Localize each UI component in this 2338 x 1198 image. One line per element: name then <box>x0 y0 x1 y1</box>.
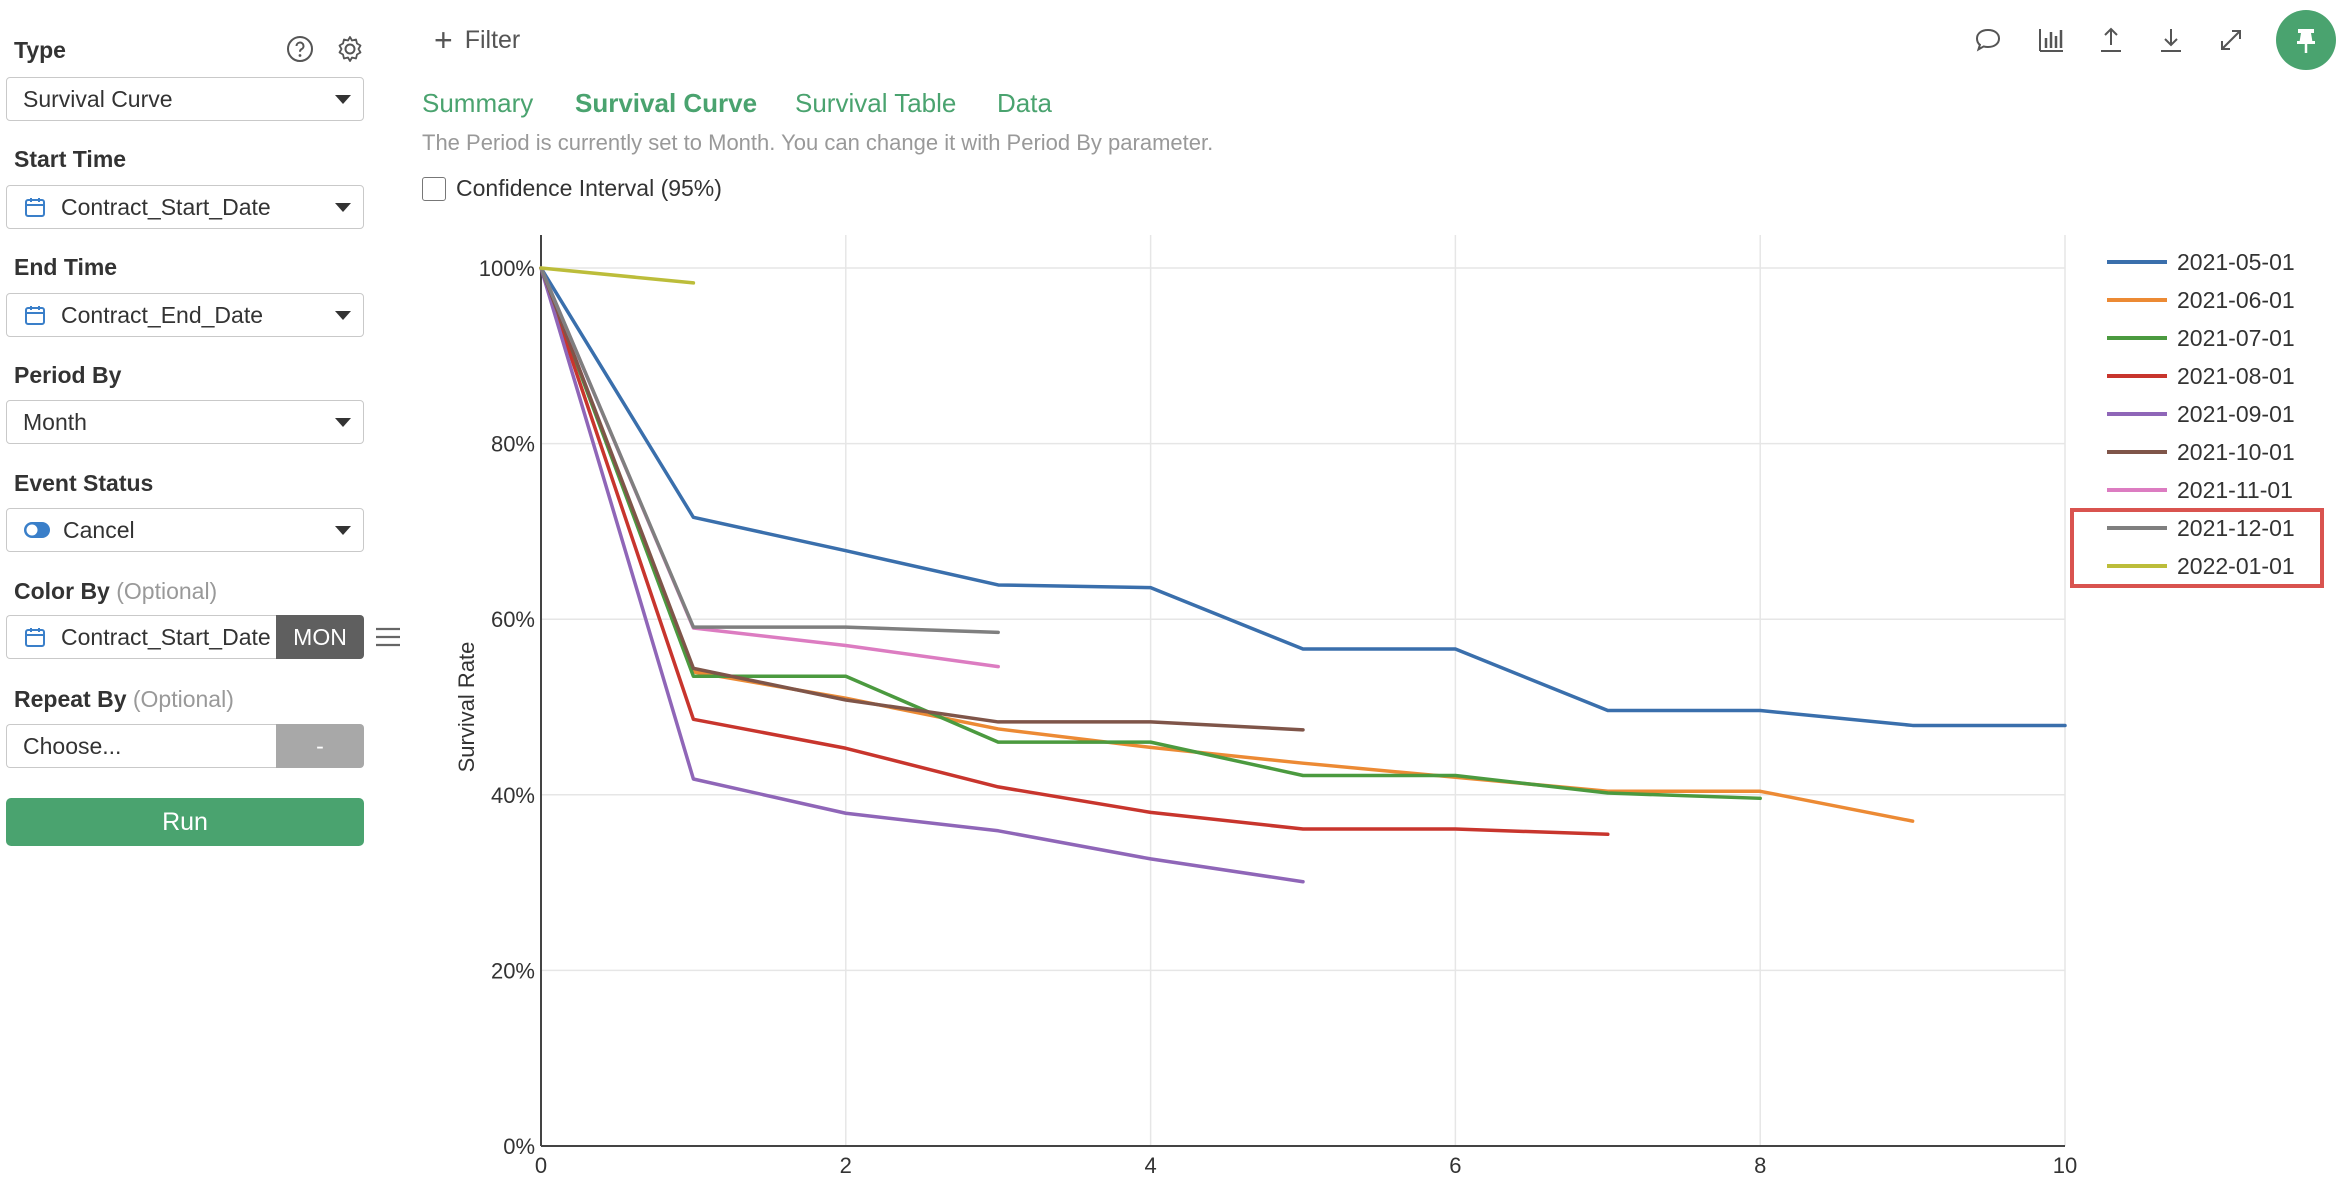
type-select[interactable]: Survival Curve <box>6 77 364 121</box>
end-time-select[interactable]: Contract_End_Date <box>6 293 364 337</box>
tab-summary[interactable]: Summary <box>422 88 534 118</box>
event-status-label: Event Status <box>14 470 154 496</box>
repeat-by-control: Choose... - <box>6 724 364 768</box>
chevron-down-icon <box>335 525 351 535</box>
series-line <box>539 266 1305 884</box>
tab-data[interactable]: Data <box>997 88 1052 118</box>
color-by-optional: (Optional) <box>116 578 218 604</box>
tab-survival-curve[interactable]: Survival Curve <box>575 88 758 118</box>
chevron-down-icon <box>335 202 351 212</box>
download-icon[interactable] <box>2155 24 2187 56</box>
legend-label: 2021-12-01 <box>2177 515 2295 541</box>
confidence-interval-checkbox[interactable] <box>422 176 446 201</box>
filter-label: Filter <box>464 25 521 54</box>
upload-icon[interactable] <box>2095 24 2127 56</box>
x-tick-label: 10 <box>2053 1153 2077 1178</box>
x-tick-label: 0 <box>535 1153 547 1178</box>
confidence-interval-option[interactable]: Confidence Interval (95%) <box>422 175 722 202</box>
plus-icon: + <box>434 22 453 58</box>
filter-button[interactable]: + Filter <box>434 24 520 56</box>
type-label: Type <box>14 37 66 63</box>
x-tick-label: 8 <box>1754 1153 1766 1178</box>
y-axis-label: Survival Rate <box>454 642 479 773</box>
repeat-by-label-text: Repeat By <box>14 686 127 712</box>
y-tick-label: 20% <box>491 958 535 983</box>
series-line <box>539 266 696 285</box>
color-by-label-text: Color By <box>14 578 110 604</box>
legend-label: 2021-07-01 <box>2177 325 2295 351</box>
gear-icon[interactable] <box>334 33 366 65</box>
pin-icon <box>2297 29 2315 53</box>
series-line <box>539 266 1305 732</box>
legend-label: 2021-09-01 <box>2177 401 2295 427</box>
repeat-by-optional: (Optional) <box>132 686 234 712</box>
sidebar: Type Survival Curve Start Time Contract_… <box>0 0 410 1198</box>
period-by-label: Period By <box>14 362 122 388</box>
y-tick-label: 0% <box>503 1134 535 1159</box>
legend-label: 2021-10-01 <box>2177 439 2295 465</box>
series-line <box>539 266 2067 728</box>
toggle-icon <box>24 522 50 538</box>
start-time-label: Start Time <box>14 146 127 172</box>
color-by-label: Color By (Optional) <box>14 578 217 605</box>
calendar-icon <box>25 198 45 217</box>
start-time-select[interactable]: Contract_Start_Date <box>6 185 364 229</box>
period-info-text: The Period is currently set to Month. Yo… <box>422 130 1214 155</box>
chevron-down-icon <box>335 417 351 427</box>
chevron-down-icon <box>335 310 351 320</box>
run-button[interactable]: Run <box>6 798 364 846</box>
x-tick-label: 4 <box>1144 1153 1156 1178</box>
color-by-select[interactable]: Contract_Start_Date <box>6 615 276 659</box>
x-tick-label: 2 <box>840 1153 852 1178</box>
y-tick-label: 60% <box>491 607 535 632</box>
repeat-by-button[interactable]: - <box>276 724 364 768</box>
y-tick-label: 40% <box>491 783 535 808</box>
series-line <box>539 266 1762 801</box>
event-status-select[interactable]: Cancel <box>6 508 364 552</box>
chart-bar-icon[interactable] <box>2035 24 2067 56</box>
calendar-icon <box>25 306 45 325</box>
legend-label: 2022-01-01 <box>2177 553 2295 579</box>
y-tick-label: 80% <box>491 432 535 457</box>
confidence-interval-label: Confidence Interval (95%) <box>456 175 722 201</box>
end-time-label: End Time <box>14 254 118 280</box>
comment-icon[interactable] <box>1972 24 2004 56</box>
series-line <box>539 266 1000 635</box>
color-by-control: Contract_Start_Date MON <box>6 615 364 659</box>
pin-button[interactable] <box>2276 10 2336 70</box>
expand-icon[interactable] <box>2215 24 2247 56</box>
legend-label: 2021-06-01 <box>2177 287 2295 313</box>
legend-label: 2021-05-01 <box>2177 249 2295 275</box>
series-line <box>539 266 1915 823</box>
hamburger-menu-icon[interactable] <box>374 624 402 650</box>
help-circle-icon[interactable] <box>284 33 316 65</box>
legend-label: 2021-11-01 <box>2177 477 2293 503</box>
series-line <box>539 266 1610 837</box>
tab-survival-table[interactable]: Survival Table <box>795 88 957 118</box>
y-tick-label: 100% <box>479 256 535 281</box>
legend-highlight-box <box>2070 508 2324 588</box>
period-by-select[interactable]: Month <box>6 400 364 444</box>
legend-label: 2021-08-01 <box>2177 363 2295 389</box>
color-by-unit-button[interactable]: MON <box>276 615 364 659</box>
repeat-by-select[interactable]: Choose... <box>6 724 276 768</box>
chevron-down-icon <box>335 94 351 104</box>
repeat-by-label: Repeat By (Optional) <box>14 686 234 713</box>
calendar-icon <box>25 628 45 647</box>
x-tick-label: 6 <box>1449 1153 1461 1178</box>
